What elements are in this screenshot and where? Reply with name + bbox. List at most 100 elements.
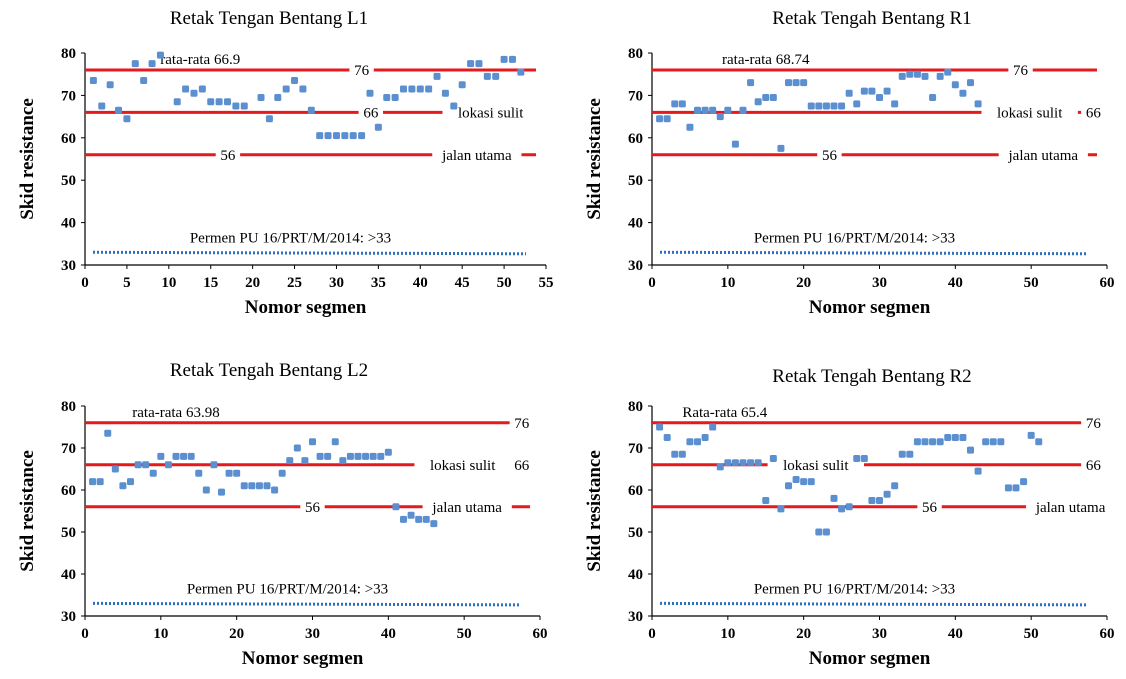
data-point <box>671 450 679 458</box>
data-point <box>936 72 944 80</box>
y-tick-label: 30 <box>61 609 76 625</box>
x-tick-label: 10 <box>161 275 176 291</box>
data-point <box>709 106 717 114</box>
data-point <box>286 457 294 465</box>
y-tick-label: 40 <box>61 216 76 232</box>
data-point <box>98 102 106 110</box>
data-point <box>500 55 508 63</box>
y-tick-label: 40 <box>628 567 643 583</box>
data-point <box>134 461 142 469</box>
data-point <box>678 450 686 458</box>
x-tick-label: 20 <box>796 626 811 642</box>
x-tick-label: 20 <box>229 626 244 642</box>
data-point <box>140 77 148 85</box>
data-point <box>450 102 458 110</box>
x-tick-label: 0 <box>648 275 656 291</box>
data-point <box>433 72 441 80</box>
y-tick-label: 30 <box>628 258 643 274</box>
y-tick-label: 30 <box>61 258 76 274</box>
data-point <box>362 452 370 460</box>
chart-title-main: Retak Tengan Bentang <box>170 8 347 29</box>
data-point <box>263 482 271 490</box>
data-point <box>860 87 868 95</box>
data-point <box>282 85 290 93</box>
x-tick-label: 55 <box>539 275 554 291</box>
data-point <box>430 520 438 528</box>
data-point <box>807 478 815 486</box>
chart-title-subscript: L1 <box>347 8 368 29</box>
data-point <box>747 79 755 87</box>
reference-line-label: 56 <box>305 500 321 516</box>
data-point <box>997 438 1005 446</box>
y-axis-label: Skid resistance <box>584 98 605 220</box>
data-point <box>458 81 466 89</box>
data-point <box>739 106 747 114</box>
data-point <box>701 434 709 441</box>
y-tick-label: 70 <box>628 441 643 457</box>
data-point <box>853 100 861 108</box>
x-tick-label: 10 <box>720 626 735 642</box>
data-point <box>815 528 823 536</box>
data-point <box>785 79 792 87</box>
x-tick-label: 30 <box>872 626 887 642</box>
data-point <box>104 429 112 437</box>
reference-line-label: jalan utama <box>1035 500 1106 516</box>
x-tick-label: 0 <box>81 626 89 642</box>
data-point <box>190 89 198 97</box>
data-point <box>929 94 937 102</box>
data-point <box>366 89 374 97</box>
data-point <box>1035 438 1043 446</box>
y-tick-label: 30 <box>628 609 643 625</box>
chart-title-main: Retak Tengah Bentang <box>772 366 949 387</box>
data-point <box>769 94 777 102</box>
data-point <box>332 132 340 140</box>
data-point <box>754 459 762 467</box>
reference-label-gap <box>1081 413 1106 432</box>
data-point <box>936 438 944 446</box>
data-point <box>906 450 914 458</box>
x-tick-label: 35 <box>371 275 386 291</box>
data-point <box>383 94 391 102</box>
y-tick-label: 50 <box>61 525 76 541</box>
data-point <box>868 87 876 95</box>
x-tick-label: 5 <box>123 275 131 291</box>
data-point <box>792 79 800 87</box>
data-point <box>876 94 883 102</box>
chart-title: Retak Tengan Bentang L1 <box>170 8 368 29</box>
data-point <box>248 482 256 490</box>
data-point <box>671 100 679 108</box>
data-point <box>215 98 223 106</box>
data-point <box>149 469 157 477</box>
data-point <box>769 455 777 462</box>
data-point <box>724 106 732 114</box>
data-point <box>233 469 241 477</box>
reference-label-gap <box>981 103 1078 122</box>
data-point <box>425 85 433 93</box>
data-point <box>299 85 307 93</box>
reference-line-label: lokasi sulit <box>783 458 849 474</box>
data-point <box>341 132 349 140</box>
data-point <box>694 106 701 114</box>
data-point <box>156 51 164 59</box>
data-point <box>384 448 392 456</box>
x-tick-label: 40 <box>948 626 963 642</box>
data-point <box>656 115 664 123</box>
y-tick-label: 80 <box>628 46 643 62</box>
data-point <box>232 102 240 110</box>
reference-label-gap <box>300 497 325 516</box>
data-point <box>1012 484 1020 492</box>
data-point <box>656 423 664 431</box>
reference-line-label: 66 <box>363 105 379 121</box>
data-point <box>148 60 156 68</box>
data-point <box>959 434 967 441</box>
reference-line-label: lokasi sulit <box>997 105 1063 121</box>
data-point <box>172 452 180 460</box>
data-point <box>913 70 921 78</box>
data-point <box>316 132 324 140</box>
data-point <box>876 497 883 504</box>
data-point <box>830 494 838 502</box>
data-point <box>331 438 339 446</box>
data-point <box>883 490 891 498</box>
reference-line-label: 76 <box>1013 63 1029 79</box>
reference-line-label: rata-rata 66.9 <box>160 52 240 68</box>
